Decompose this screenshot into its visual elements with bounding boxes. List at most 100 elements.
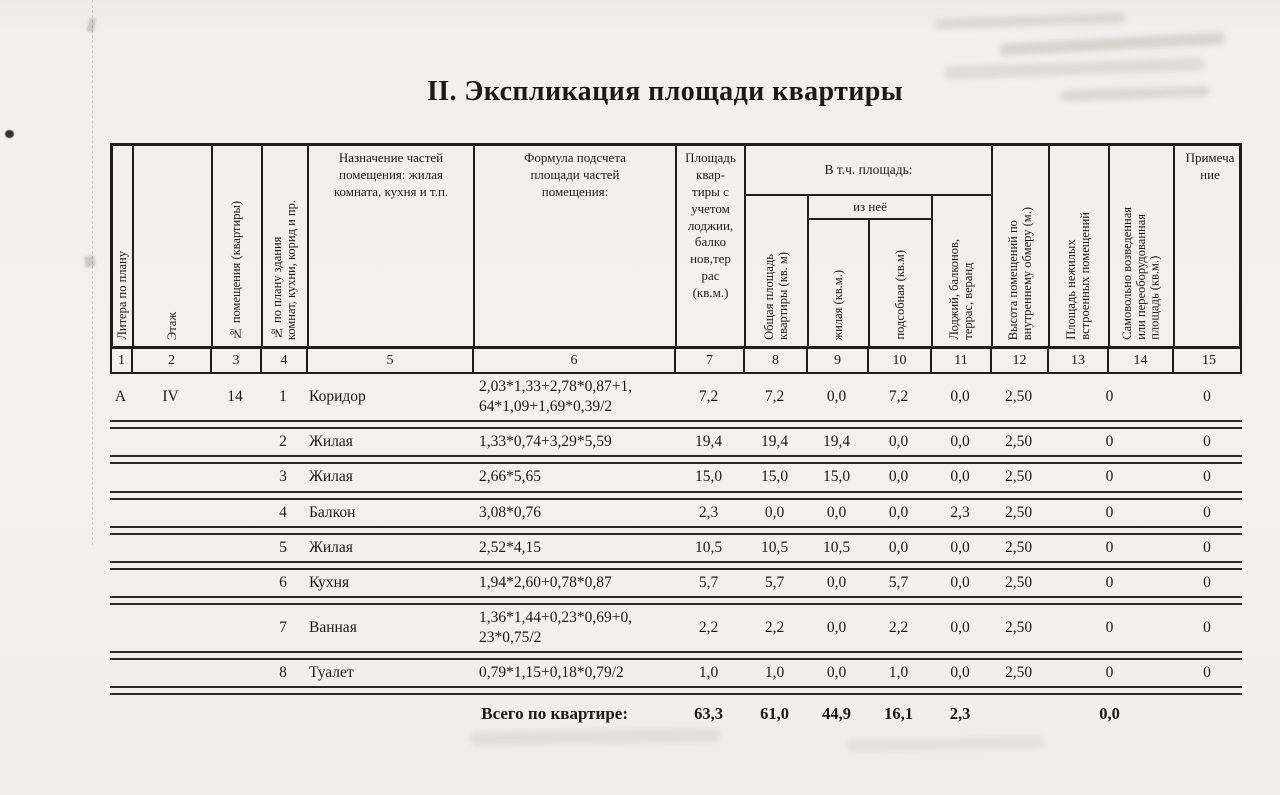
- column-numbers-row: 1 2 3 4 5 6 7 8 9 10 11 12 13 14 15: [110, 349, 1242, 374]
- header-litera: Литера по плану: [113, 146, 134, 346]
- cell-auxiliary-area: 5,7: [888, 573, 909, 591]
- cell-note: 0: [1203, 433, 1211, 451]
- header-litera-label: Литера по плану: [114, 251, 129, 340]
- cell-auxiliary-area: 0,0: [888, 538, 909, 556]
- pencil-mark: [84, 255, 96, 268]
- cell-living-area: 0,0: [826, 503, 847, 521]
- header-nonresidential-area-label: Площадь нежилых встроенных помещений: [1064, 212, 1092, 340]
- header-apt-number: № помещения (квартиры): [213, 146, 263, 346]
- cell-formula: 2,52*4,15: [479, 538, 541, 556]
- header-room-plan-number-label: № по плану здания комнат, кухни, корид и…: [270, 199, 298, 340]
- cell-note: 0: [1203, 503, 1211, 521]
- column-number: 6: [474, 349, 676, 372]
- cell-height: 2,50: [1004, 573, 1033, 591]
- cell-litera: А: [114, 388, 127, 406]
- scan-dot-artifact: [5, 130, 14, 138]
- cell-room-number: 5: [279, 538, 287, 556]
- cell-auxiliary-area: 7,2: [888, 388, 909, 406]
- total-auxiliary-area: 16,1: [884, 704, 913, 724]
- cell-room-number: 8: [279, 664, 287, 682]
- cell-note: 0: [1203, 388, 1211, 406]
- cell-total-area: 19,4: [760, 433, 789, 451]
- cell-room-name: Жилая: [309, 538, 353, 556]
- cell-living-area: 0,0: [826, 573, 847, 591]
- bleedthrough-smudge: [944, 57, 1206, 80]
- cell-height: 2,50: [1004, 538, 1033, 556]
- cell-formula: 1,94*2,60+0,78*0,87: [479, 573, 612, 591]
- totals-label: Всего по квартире:: [481, 704, 628, 724]
- cell-area-with-loggia: 1,0: [698, 664, 719, 682]
- cell-note: 0: [1203, 468, 1211, 486]
- bleedthrough-smudge: [1059, 85, 1211, 102]
- header-room-height: Высота помещений по внутреннему обмеру (…: [993, 146, 1050, 346]
- table-row: 7 Ванная 1,36*1,44+0,23*0,69+0, 23*0,75/…: [110, 602, 1242, 654]
- paper-fold-line: [92, 0, 93, 545]
- header-total-area: Общая площадь квартиры (кв. м): [746, 196, 809, 346]
- cell-loggia-area: 0,0: [950, 388, 970, 406]
- cell-height: 2,50: [1004, 468, 1033, 486]
- cell-area-with-loggia: 5,7: [698, 573, 719, 591]
- header-room-plan-number: № по плану здания комнат, кухни, корид и…: [263, 146, 309, 346]
- cell-living-area: 0,0: [826, 664, 847, 682]
- cell-total-area: 5,7: [764, 573, 785, 591]
- bleedthrough-smudge: [999, 32, 1226, 56]
- cell-loggia-area: 0,0: [950, 664, 970, 682]
- total-area-with-loggia: 63,3: [694, 704, 723, 724]
- column-number: 7: [676, 349, 745, 372]
- column-number: 11: [932, 349, 992, 372]
- cell-floor: IV: [162, 388, 179, 406]
- cell-auxiliary-area: 2,2: [888, 619, 909, 637]
- cell-note: 0: [1203, 573, 1211, 591]
- cell-height: 2,50: [1004, 433, 1033, 451]
- header-total-area-label: Общая площадь квартиры (кв. м): [761, 252, 790, 340]
- cell-loggia-area: 0,0: [950, 433, 970, 451]
- cell-auxiliary-area: 0,0: [888, 468, 909, 486]
- header-auxiliary-area: подсобная (кв.м): [870, 220, 933, 346]
- cell-room-number: 4: [279, 503, 287, 521]
- header-note: Примеча ние: [1185, 150, 1235, 182]
- column-number: 5: [308, 349, 474, 372]
- header-floor: Этаж: [134, 146, 213, 346]
- cell-area-with-loggia: 2,2: [698, 619, 719, 637]
- cell-height: 2,50: [1004, 503, 1033, 521]
- pencil-mark: [86, 17, 97, 33]
- cell-nonresidential-area: 0: [1105, 468, 1114, 486]
- total-living-area: 44,9: [822, 704, 851, 724]
- column-number: 12: [992, 349, 1049, 372]
- cell-note: 0: [1203, 538, 1211, 556]
- column-number: 3: [212, 349, 262, 372]
- total-loggia-area: 2,3: [949, 704, 971, 724]
- cell-room-number: 1: [279, 388, 287, 406]
- column-number: 15: [1202, 352, 1216, 368]
- header-room-purpose: Назначение частей помещения: жилая комна…: [309, 146, 475, 346]
- cell-height: 2,50: [1004, 664, 1033, 682]
- cell-living-area: 0,0: [826, 388, 847, 406]
- cell-room-number: 6: [279, 573, 287, 591]
- cell-area-with-loggia: 7,2: [698, 388, 719, 406]
- header-nonresidential-area: Площадь нежилых встроенных помещений: [1050, 146, 1110, 346]
- cell-loggia-area: 0,0: [950, 619, 970, 637]
- cell-living-area: 19,4: [822, 433, 851, 451]
- cell-room-name: Туалет: [309, 664, 354, 682]
- cell-total-area: 7,2: [764, 388, 785, 406]
- header-living-area-label: жилая (кв.м.): [830, 269, 845, 340]
- cell-total-area: 1,0: [764, 664, 785, 682]
- cell-nonresidential-area: 0: [1105, 388, 1114, 406]
- cell-auxiliary-area: 1,0: [888, 664, 909, 682]
- header-auxiliary-area-label: подсобная (кв.м): [892, 250, 907, 340]
- column-number: 8: [745, 349, 808, 372]
- header-group-including-area: В т.ч. площадь:: [746, 146, 993, 196]
- header-room-height-label: Высота помещений по внутреннему обмеру (…: [1005, 206, 1034, 340]
- cell-total-area: 2,2: [764, 619, 785, 637]
- header-unauthorized-area-label: Самовольно возведенная или переоборудова…: [1119, 207, 1162, 340]
- column-number: 2: [133, 349, 212, 372]
- column-number: 9: [808, 349, 869, 372]
- bleedthrough-smudge: [469, 727, 721, 747]
- cell-total-area: 15,0: [760, 468, 789, 486]
- cell-loggia-area: 0,0: [950, 573, 970, 591]
- cell-formula: 1,33*0,74+3,29*5,59: [479, 433, 612, 451]
- table-row: 5 Жилая 2,52*4,15 10,5 10,5 10,5 0,0 0,0…: [110, 532, 1242, 563]
- table-header: Литера по плану Этаж № помещения (кварти…: [110, 143, 1242, 349]
- table-row: 8 Туалет 0,79*1,15+0,18*0,79/2 1,0 1,0 0…: [110, 658, 1242, 689]
